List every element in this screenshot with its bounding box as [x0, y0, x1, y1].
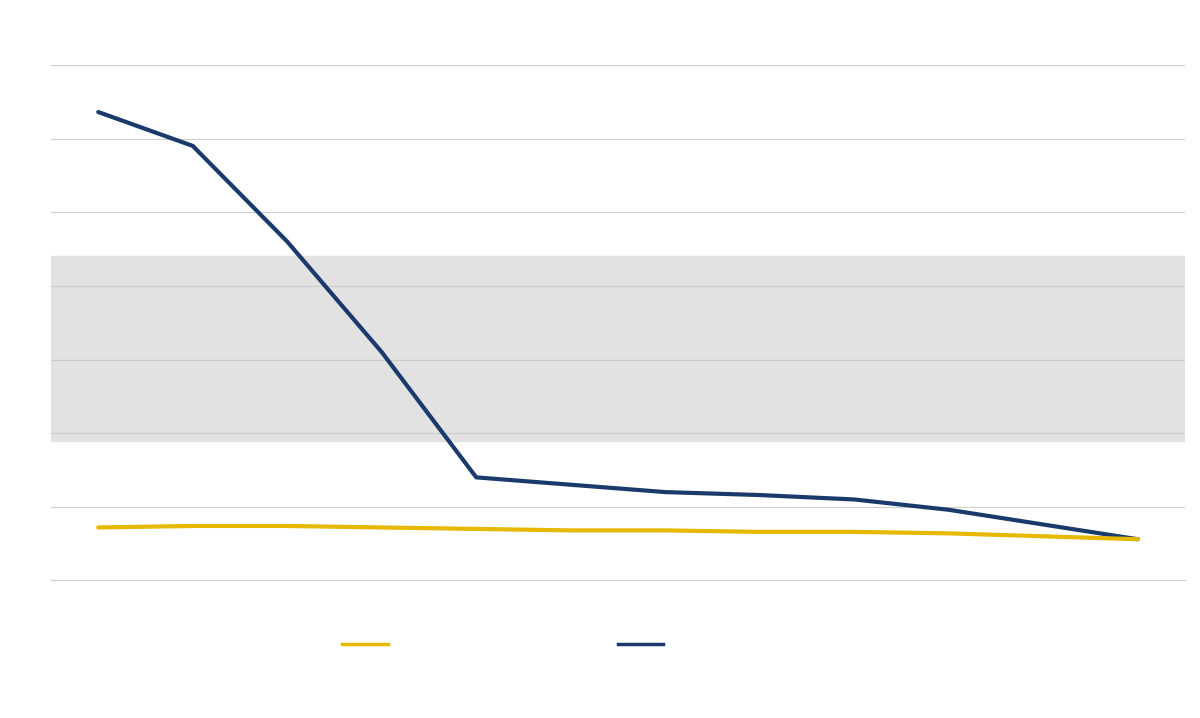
Bar [52, 256, 1186, 441]
Legend: تورم ایران, تورم ونزوئلا: تورم ایران, تورم ونزوئلا [335, 630, 901, 658]
